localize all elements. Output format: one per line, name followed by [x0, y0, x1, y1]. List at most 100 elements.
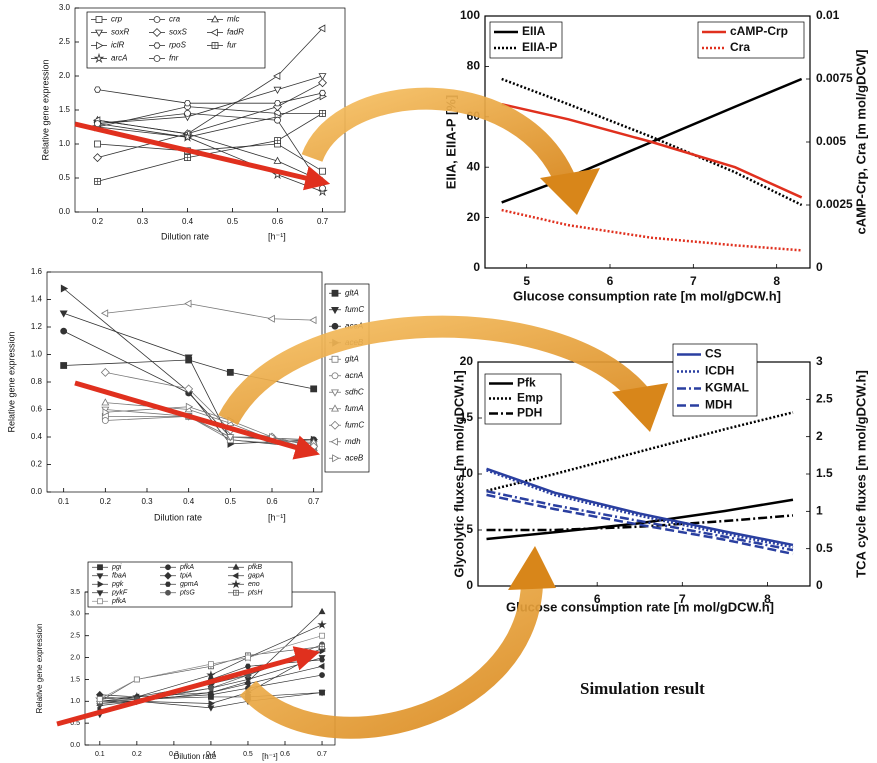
x-tick-label: 0.5 [243, 751, 253, 758]
legend-label: fadR [227, 28, 244, 37]
legend-label: EIIA [522, 24, 546, 38]
flow-arrow [239, 584, 543, 739]
flow-arrow [218, 315, 649, 426]
marker [59, 310, 68, 318]
marker [153, 42, 161, 49]
marker [273, 86, 282, 95]
marker [331, 355, 339, 363]
marker [319, 672, 325, 678]
marker [226, 434, 235, 442]
legend-label: ptsG [179, 590, 195, 597]
marker [232, 563, 240, 570]
legend-label: PDH [517, 406, 542, 420]
legend-box [672, 343, 758, 417]
marker [274, 100, 281, 107]
marker [153, 16, 161, 23]
legend-box [86, 11, 266, 69]
marker [96, 41, 104, 50]
legend: pgi pfkA pfkB fbaA tpiA gapA pgk gpmA eno pykF pts… [87, 561, 293, 608]
marker [102, 408, 110, 417]
y-tick-label: 1.6 [31, 267, 43, 276]
x-tick-label: 7 [690, 274, 697, 288]
y2-tick-label: 0.005 [816, 134, 846, 148]
y2-tick-label: 3 [816, 354, 823, 368]
series-line [501, 208, 802, 252]
marker [164, 571, 172, 580]
legend-label: acnA [345, 371, 363, 380]
charts: 0.2 0.3 0.4 0.5 0.6 0.7 0.0 0.5 1.0 1.5 2.0 2.5 3.0 D… [6, 3, 868, 761]
x-tick-label: 6 [607, 274, 614, 288]
x-axis-label: Glucose consumption rate [m mol/gDCW.h] [506, 599, 774, 614]
marker [97, 564, 103, 571]
marker [165, 581, 171, 587]
x-axis-unit: [h⁻¹] [262, 752, 278, 761]
legend-label: fumC [345, 420, 364, 429]
marker [318, 24, 326, 33]
flow-arrow-head [612, 383, 668, 432]
x-axis-label: Dilution rate [174, 752, 217, 761]
legend-label: soxS [169, 28, 187, 37]
legend-label: arcA [111, 54, 127, 63]
y-tick-label: 2.5 [59, 37, 71, 46]
series-line [105, 371, 314, 448]
marker [184, 299, 192, 308]
marker [231, 579, 241, 589]
series-line [486, 489, 794, 552]
marker [332, 454, 340, 463]
series-line [486, 493, 794, 556]
series-line [97, 112, 323, 189]
legend-label: Emp [517, 391, 543, 405]
marker [94, 140, 101, 148]
marker [210, 28, 218, 37]
chart: 6 7 8 0 5 10 15 20 0 0.5 1 1.5 2 2.5 3 Glucose consumpt… [451, 343, 868, 614]
y-tick-label: 0.4 [31, 432, 43, 441]
marker [319, 167, 326, 175]
marker [93, 153, 102, 163]
marker [93, 52, 105, 64]
legend: cAMP-Crp Cra [697, 21, 805, 59]
y-tick-label: 100 [460, 8, 480, 22]
marker [319, 89, 326, 97]
marker [318, 78, 327, 88]
legend-label: iclR [111, 41, 125, 50]
marker [97, 580, 104, 588]
marker [153, 55, 161, 62]
marker [318, 607, 326, 615]
marker [274, 116, 281, 124]
marker [273, 72, 281, 80]
marker [208, 685, 214, 692]
marker [273, 156, 282, 164]
y-axis-label: Relative gene expression [6, 331, 16, 432]
marker [60, 362, 68, 369]
series-line [486, 498, 794, 541]
marker [267, 314, 275, 323]
marker [318, 73, 327, 81]
y-tick-label: 2.5 [70, 633, 80, 640]
legend-label: fnr [169, 54, 179, 63]
marker [96, 590, 104, 597]
marker [211, 15, 219, 23]
x-axis-label: Dilution rate [154, 512, 202, 522]
marker [182, 131, 193, 142]
marker [318, 176, 327, 185]
x-tick-label: 0.1 [58, 497, 70, 506]
series-line [486, 514, 794, 532]
series-line [97, 82, 323, 158]
legend-box [489, 21, 563, 59]
legend-label: eno [248, 581, 260, 588]
series-line [97, 28, 323, 135]
x-tick-label: 0.7 [317, 751, 327, 758]
y2-tick-label: 2.5 [816, 392, 833, 406]
legend-label: fbaA [112, 573, 127, 580]
marker [96, 573, 104, 580]
y-tick-label: 0 [466, 578, 473, 592]
marker [207, 689, 214, 696]
x-tick-label: 6 [594, 592, 601, 606]
y-tick-label: 80 [467, 59, 481, 73]
x-axis-label: Dilution rate [161, 231, 209, 241]
legend-label: fumC [345, 305, 364, 314]
marker [206, 670, 216, 680]
y-tick-label: 0.0 [59, 207, 71, 216]
